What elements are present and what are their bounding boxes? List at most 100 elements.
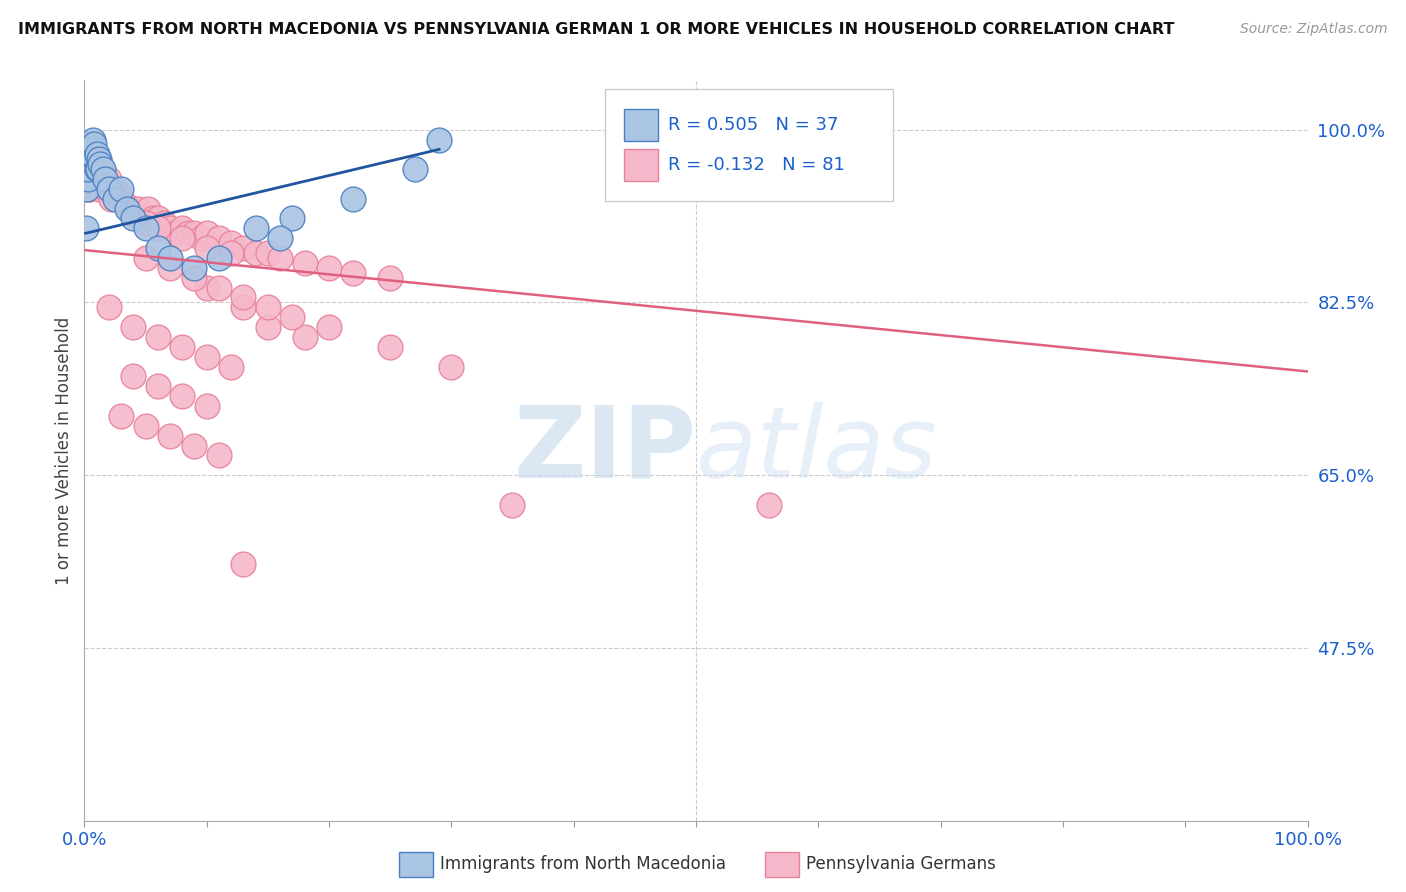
Point [342,266,364,280]
Point [114,196,136,211]
Point [172,221,194,235]
Point [93,172,115,186]
Point [380,340,402,354]
Point [97,182,120,196]
Point [232,290,254,304]
Point [318,260,340,275]
Point [77,182,100,196]
Point [77,153,100,167]
Point [77,162,100,177]
Point [96,182,118,196]
Point [159,221,181,235]
Point [208,449,231,463]
Point [195,241,218,255]
Text: R = -0.132   N = 81: R = -0.132 N = 81 [668,156,845,174]
Point [122,320,145,334]
Point [502,498,524,512]
Point [195,350,218,364]
Point [86,162,108,177]
Point [172,231,194,245]
Point [427,132,450,146]
Point [159,260,181,275]
Point [76,162,98,177]
Point [294,256,316,270]
Point [84,153,107,167]
Point [79,172,101,186]
Point [208,231,231,245]
Point [110,182,132,196]
Point [75,221,97,235]
Point [122,369,145,384]
Point [269,251,291,265]
Point [117,202,139,216]
Point [183,438,205,452]
Point [257,246,280,260]
Point [172,389,194,403]
Point [79,137,101,152]
Point [404,162,426,177]
Point [82,132,104,146]
Point [232,301,254,315]
Point [257,301,280,315]
Point [440,359,463,374]
Point [153,216,176,230]
Point [77,147,100,161]
Point [245,221,267,235]
Point [281,310,304,325]
Point [107,186,129,201]
Point [177,227,200,241]
Point [80,147,103,161]
Point [758,498,780,512]
Point [90,162,112,177]
Point [232,557,254,571]
Point [94,172,117,186]
Point [269,231,291,245]
Point [380,270,402,285]
Point [104,182,127,196]
Point [87,182,110,196]
Point [190,231,212,245]
Point [208,251,231,265]
Point [83,137,105,152]
Point [172,340,194,354]
Point [183,227,205,241]
Point [100,192,122,206]
Point [146,241,169,255]
Y-axis label: 1 or more Vehicles in Household: 1 or more Vehicles in Household [55,317,73,584]
Point [89,157,111,171]
Point [135,251,157,265]
Point [232,241,254,255]
Point [76,182,98,196]
Point [91,162,114,177]
Point [82,142,104,156]
Point [135,221,157,235]
Point [80,162,103,177]
Point [183,270,205,285]
Point [97,172,120,186]
Point [110,192,132,206]
Point [195,399,218,413]
Text: atlas: atlas [696,402,938,499]
Point [142,211,165,226]
Point [159,428,181,442]
Point [146,221,169,235]
Point [83,167,105,181]
Point [219,246,242,260]
Point [342,192,364,206]
Point [146,211,169,226]
Point [122,211,145,226]
Point [86,172,108,186]
Point [294,330,316,344]
Point [146,330,169,344]
Point [165,227,187,241]
Point [318,320,340,334]
Point [110,409,132,423]
Point [219,236,242,251]
Point [75,142,97,156]
Point [122,206,145,220]
Point [159,251,181,265]
Point [77,172,100,186]
Text: IMMIGRANTS FROM NORTH MACEDONIA VS PENNSYLVANIA GERMAN 1 OR MORE VEHICLES IN HOU: IMMIGRANTS FROM NORTH MACEDONIA VS PENNS… [18,22,1174,37]
Text: Immigrants from North Macedonia: Immigrants from North Macedonia [440,855,725,873]
Point [146,379,169,393]
